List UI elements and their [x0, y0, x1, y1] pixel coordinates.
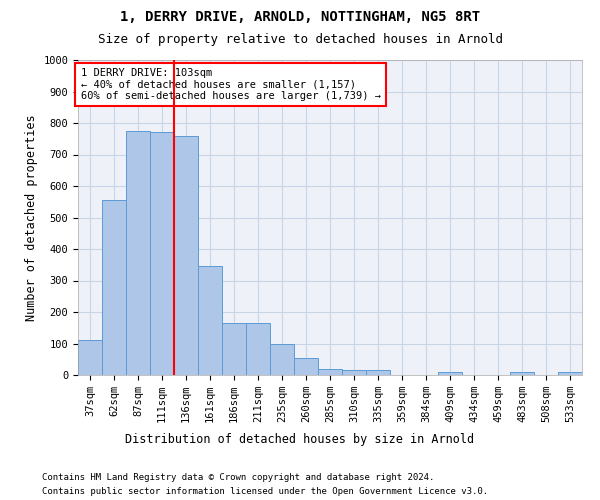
Text: Distribution of detached houses by size in Arnold: Distribution of detached houses by size …	[125, 432, 475, 446]
Text: Contains public sector information licensed under the Open Government Licence v3: Contains public sector information licen…	[42, 488, 488, 496]
Bar	[222, 323, 246, 375]
Y-axis label: Number of detached properties: Number of detached properties	[25, 114, 38, 321]
Bar	[126, 131, 150, 375]
Bar	[342, 370, 366, 375]
Bar	[102, 200, 126, 375]
Bar	[318, 368, 342, 375]
Bar	[78, 340, 102, 375]
Bar	[438, 372, 462, 375]
Bar	[270, 344, 294, 375]
Bar	[558, 372, 582, 375]
Bar	[246, 323, 270, 375]
Bar	[150, 132, 174, 375]
Bar	[198, 266, 222, 375]
Bar	[366, 370, 390, 375]
Text: Contains HM Land Registry data © Crown copyright and database right 2024.: Contains HM Land Registry data © Crown c…	[42, 472, 434, 482]
Bar	[294, 358, 318, 375]
Bar	[174, 136, 198, 375]
Text: 1 DERRY DRIVE: 103sqm
← 40% of detached houses are smaller (1,157)
60% of semi-d: 1 DERRY DRIVE: 103sqm ← 40% of detached …	[80, 68, 380, 101]
Text: Size of property relative to detached houses in Arnold: Size of property relative to detached ho…	[97, 32, 503, 46]
Bar	[510, 372, 534, 375]
Text: 1, DERRY DRIVE, ARNOLD, NOTTINGHAM, NG5 8RT: 1, DERRY DRIVE, ARNOLD, NOTTINGHAM, NG5 …	[120, 10, 480, 24]
